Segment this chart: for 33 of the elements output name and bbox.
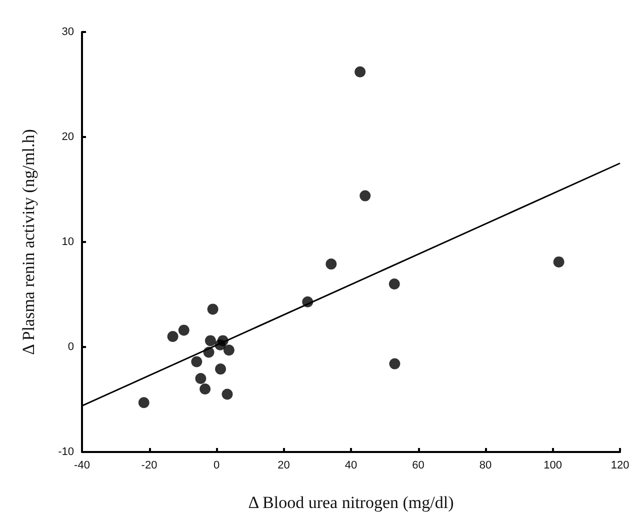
point — [360, 190, 371, 202]
y-tick-label: 30 — [62, 26, 74, 38]
point — [553, 256, 564, 268]
point — [207, 304, 218, 315]
y-tick-label: 10 — [62, 236, 74, 248]
point — [200, 384, 211, 394]
point — [195, 373, 206, 384]
point — [388, 278, 400, 290]
x-tick-label: 20 — [278, 460, 290, 472]
x-tick-label: 120 — [610, 460, 630, 472]
point — [222, 388, 233, 400]
point — [389, 358, 400, 370]
point — [204, 335, 216, 346]
y-tick-label: 20 — [62, 131, 74, 143]
x-tick-label: -40 — [74, 460, 90, 472]
x-tick-label: 100 — [544, 460, 562, 472]
y-tick-label: 0 — [68, 341, 74, 353]
point — [326, 258, 337, 270]
point — [178, 324, 190, 336]
x-tick-label: 60 — [412, 460, 424, 472]
point — [191, 356, 202, 368]
y-tick-label: -10 — [58, 446, 74, 458]
x-tick-label: 0 — [213, 460, 220, 472]
point — [354, 66, 366, 78]
point — [215, 364, 226, 375]
x-tick-label: -20 — [141, 460, 158, 472]
x-tick-label: 40 — [344, 460, 358, 472]
point — [138, 397, 150, 408]
x-tick-label: 80 — [479, 460, 492, 472]
y-axis-title: Δ Plasma renin activity (ng/ml.h) — [19, 129, 38, 355]
x-axis-title: Δ Blood urea nitrogen (mg/dl) — [248, 493, 454, 512]
point — [223, 344, 234, 356]
point — [167, 331, 178, 342]
